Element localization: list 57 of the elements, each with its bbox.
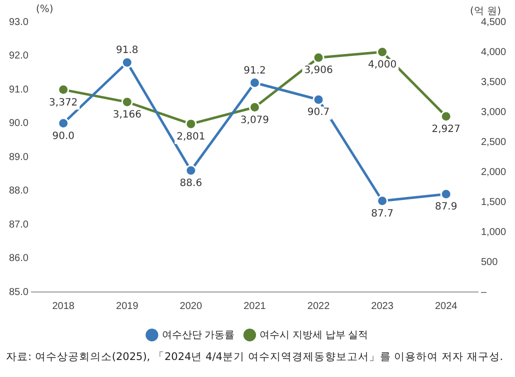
y2-tick-label: 2,000	[480, 166, 506, 178]
point	[376, 195, 388, 207]
data-label: 2,801	[176, 132, 206, 143]
y2-tick-label: 500	[480, 256, 498, 268]
y2-axis-title: (억 원)	[470, 5, 501, 18]
text: 자료: 여수상공회의소(2025), 「2024년 4/4분기 여수지역경제동향보고서」를 이용하여 저자 재구성.	[5, 350, 504, 364]
data-label: 3,906	[304, 65, 333, 76]
point	[58, 84, 70, 96]
y-tick-label: 85.0	[8, 286, 29, 298]
data-label: 87.9	[434, 202, 458, 213]
data-label: 91.8	[116, 45, 138, 56]
y-tick-label: 90.0	[8, 118, 29, 129]
point	[312, 94, 324, 106]
x-tick-label: 2019	[116, 300, 139, 312]
y2-tick-label: 3,500	[480, 76, 506, 88]
data-label: 91.2	[244, 65, 266, 76]
point	[440, 110, 452, 122]
y2-tick-label: 4,000	[480, 46, 506, 58]
y-tick-label: 91.0	[8, 84, 29, 96]
point	[376, 46, 388, 58]
x-tick-label: 2020	[180, 300, 202, 312]
x-tick-label: 2024	[434, 300, 458, 312]
data-label: 3,166	[112, 110, 142, 121]
point	[185, 118, 197, 130]
point	[185, 164, 197, 176]
y2-tick-label: 1,000	[480, 226, 506, 238]
x-tick-label: 2021	[244, 300, 266, 312]
data-label: 87.7	[371, 208, 394, 220]
point	[440, 188, 452, 200]
y-tick-label: 92.0	[8, 50, 29, 62]
data-label: 2,927	[432, 124, 460, 135]
y2-tick-label: 3,000	[480, 106, 506, 118]
y-tick-label: 86.0	[8, 253, 29, 264]
y-tick-label: 87.0	[8, 219, 29, 230]
x-tick-label: 2022	[307, 300, 330, 312]
legend-label: 여수산단 가동률	[162, 330, 235, 341]
y2-tick-label: 4,500	[480, 16, 506, 28]
y-tick-label: 88.0	[8, 186, 29, 196]
data-label: 90.0	[52, 130, 74, 142]
point	[312, 52, 324, 64]
data-label: 3,079	[240, 114, 270, 126]
data-label: 90.7	[307, 107, 330, 118]
y-tick-label: 89.0	[8, 152, 29, 163]
legend-label: 여수시 지방세 납부 실적	[260, 330, 368, 341]
x-tick-label: 2018	[52, 300, 75, 312]
y2-tick-label: –	[480, 286, 487, 298]
x-tick-label: 2023	[371, 300, 394, 312]
y2-tick-label: 1,500	[480, 196, 506, 208]
point	[121, 56, 133, 68]
point	[58, 118, 70, 129]
data-label: 88.6	[180, 178, 202, 190]
y-tick-label: 93.0	[8, 16, 29, 28]
y-axis-title: (%)	[36, 4, 54, 15]
data-label: 4,000	[368, 60, 397, 71]
y2-tick-label: 2,500	[480, 136, 506, 148]
data-label: 3,372	[49, 97, 78, 108]
point	[121, 96, 133, 108]
